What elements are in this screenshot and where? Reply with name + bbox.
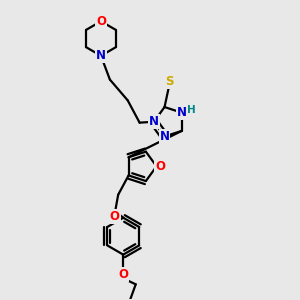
Text: N: N (177, 106, 187, 119)
Text: O: O (118, 268, 128, 281)
Text: N: N (160, 130, 170, 143)
Text: O: O (155, 160, 165, 173)
Text: O: O (96, 15, 106, 28)
Text: H: H (187, 105, 196, 115)
Text: N: N (96, 49, 106, 62)
Text: O: O (110, 210, 120, 223)
Text: S: S (165, 75, 173, 88)
Text: N: N (149, 115, 159, 128)
